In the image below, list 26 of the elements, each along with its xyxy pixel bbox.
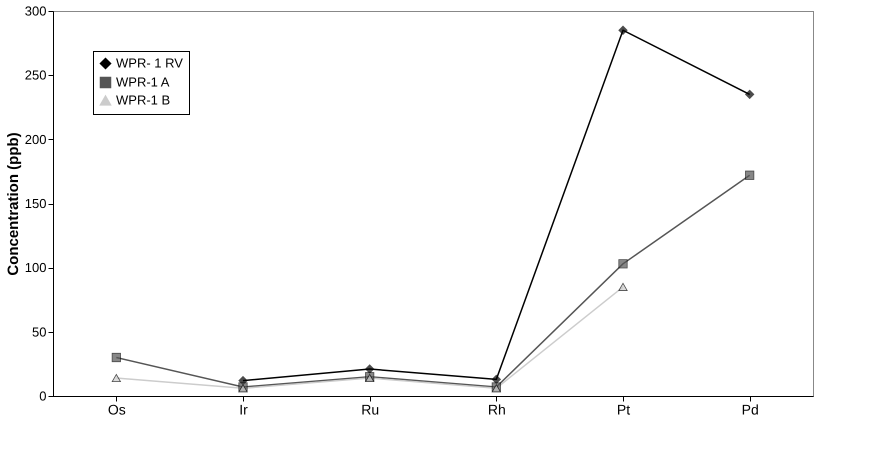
legend-label: WPR- 1 RV xyxy=(116,56,184,70)
x-tick-label: Ir xyxy=(239,402,248,418)
y-tick-label: 200 xyxy=(24,132,46,147)
legend-label: WPR-1 B xyxy=(116,92,170,108)
y-tick-label: 100 xyxy=(24,260,46,276)
point xyxy=(112,374,121,382)
y-axis-title: Concentration (ppb) xyxy=(4,132,22,276)
x-tick-label: Os xyxy=(108,402,126,418)
point xyxy=(365,364,374,374)
y-tick-label: 250 xyxy=(24,68,46,83)
point xyxy=(112,352,121,362)
legend-label: WPR-1 A xyxy=(116,74,170,90)
x-tick-label: Pd xyxy=(742,402,759,418)
x-tick-label: Pt xyxy=(616,402,630,418)
point xyxy=(745,170,754,180)
x-tick-label: Ru xyxy=(361,402,380,418)
point xyxy=(618,259,628,268)
point xyxy=(492,374,501,384)
point xyxy=(618,282,628,291)
y-tick-label: 0 xyxy=(39,388,46,404)
y-tick-label: 300 xyxy=(24,4,46,18)
y-tick-label: 50 xyxy=(32,324,46,340)
point xyxy=(745,90,754,99)
x-tick-label: Rh xyxy=(488,402,506,418)
point xyxy=(618,26,628,35)
y-tick-label: 150 xyxy=(24,196,46,211)
